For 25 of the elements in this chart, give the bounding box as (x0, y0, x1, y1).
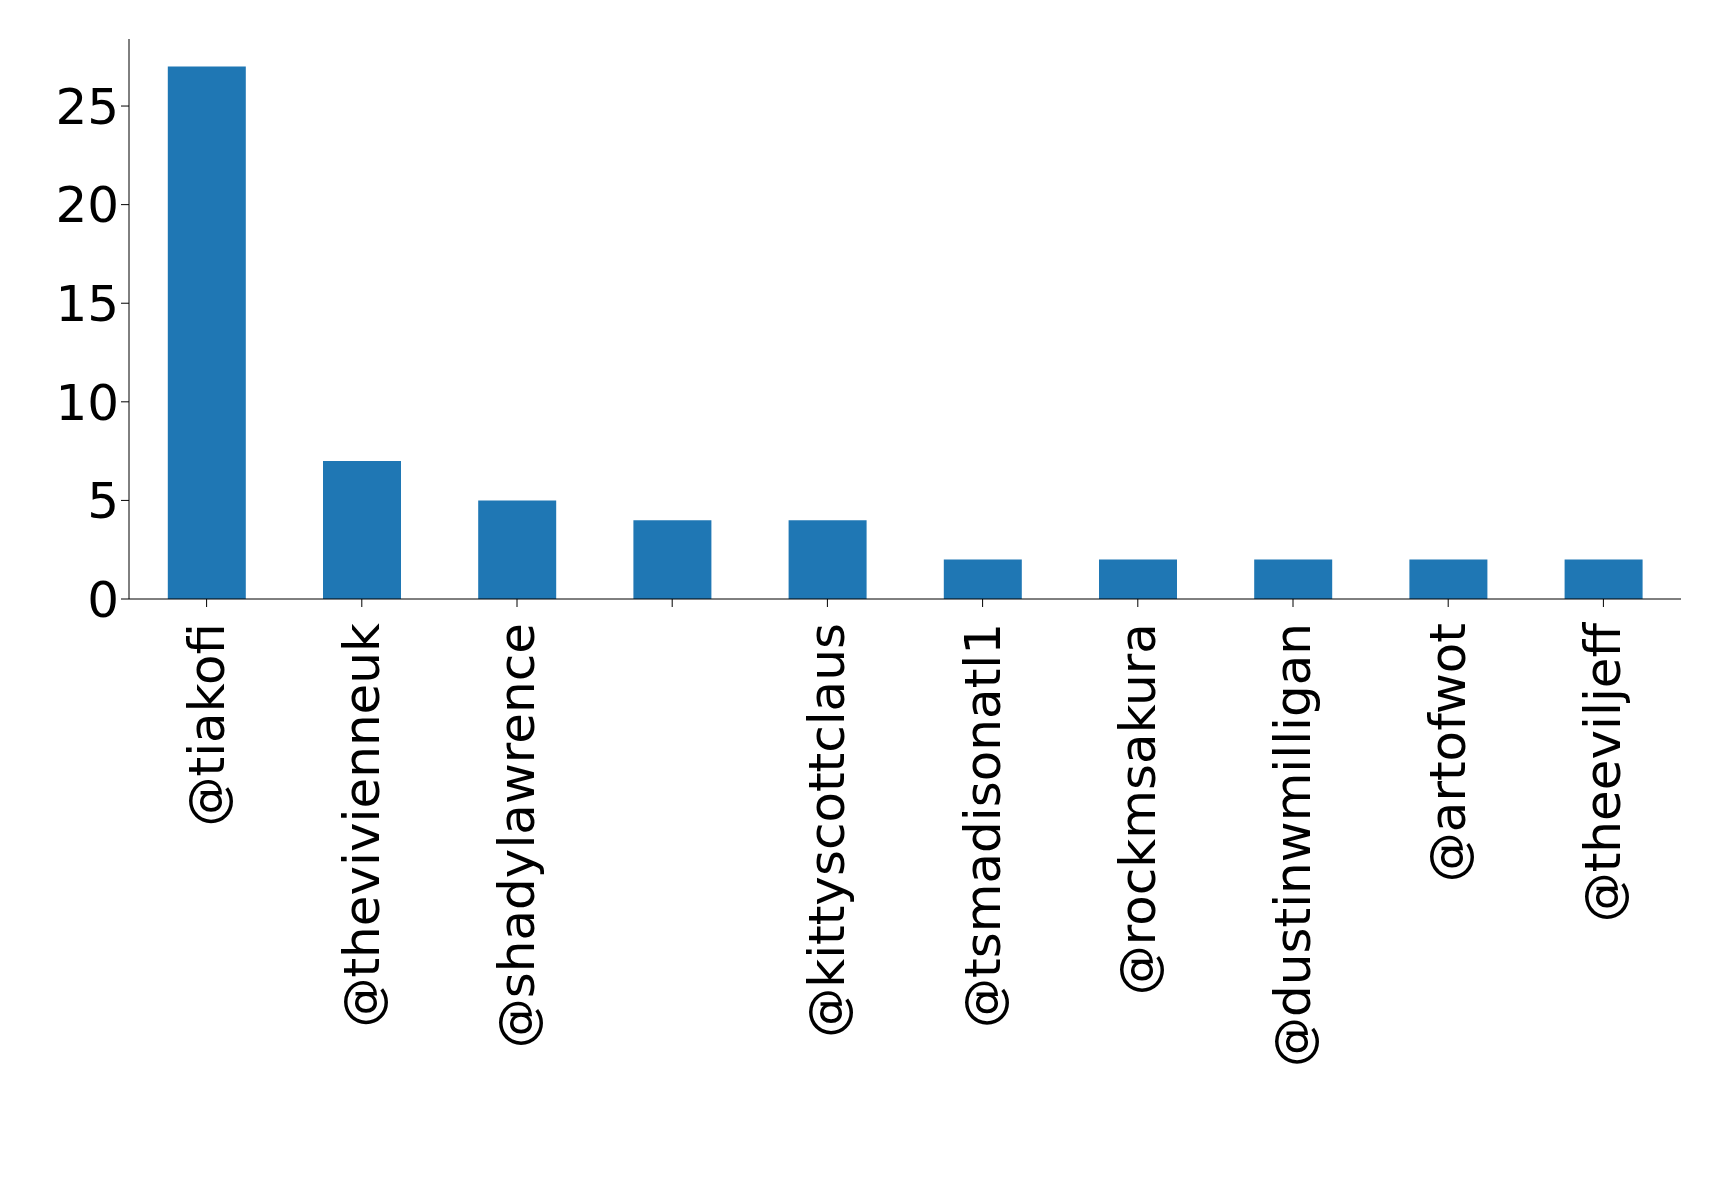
x-tick-label: @rockmsakura (1108, 623, 1167, 996)
y-tick-label: 25 (55, 77, 119, 136)
bar (167, 66, 246, 599)
x-tick-label: @theeviljeff (1574, 621, 1633, 923)
y-tick-label: 20 (55, 176, 119, 235)
x-tick-label: @thevivienneuk (332, 622, 391, 1028)
x-tick-label: @dustinwmilligan (1264, 623, 1322, 1067)
y-tick-label: 5 (87, 472, 119, 531)
bar (1254, 559, 1333, 599)
bar (478, 500, 557, 599)
y-tick-label: 0 (87, 570, 119, 629)
bar (323, 460, 401, 599)
bar (1564, 559, 1643, 599)
x-tick-label: @artofwot (1419, 623, 1478, 883)
x-tick-label: @tiakofi (177, 623, 236, 827)
bar (633, 520, 712, 599)
y-tick-label: 15 (55, 274, 119, 333)
bar (788, 520, 867, 599)
x-tick-label: @shadylawrence (488, 623, 546, 1049)
x-tick-label: @kittyscottclaus (798, 623, 857, 1038)
x-tick-label: @tsmadisonatl1 (953, 623, 1012, 1028)
bar (943, 559, 1022, 599)
bar (1099, 559, 1177, 599)
y-tick-label: 10 (55, 373, 119, 432)
bar (1409, 559, 1488, 599)
